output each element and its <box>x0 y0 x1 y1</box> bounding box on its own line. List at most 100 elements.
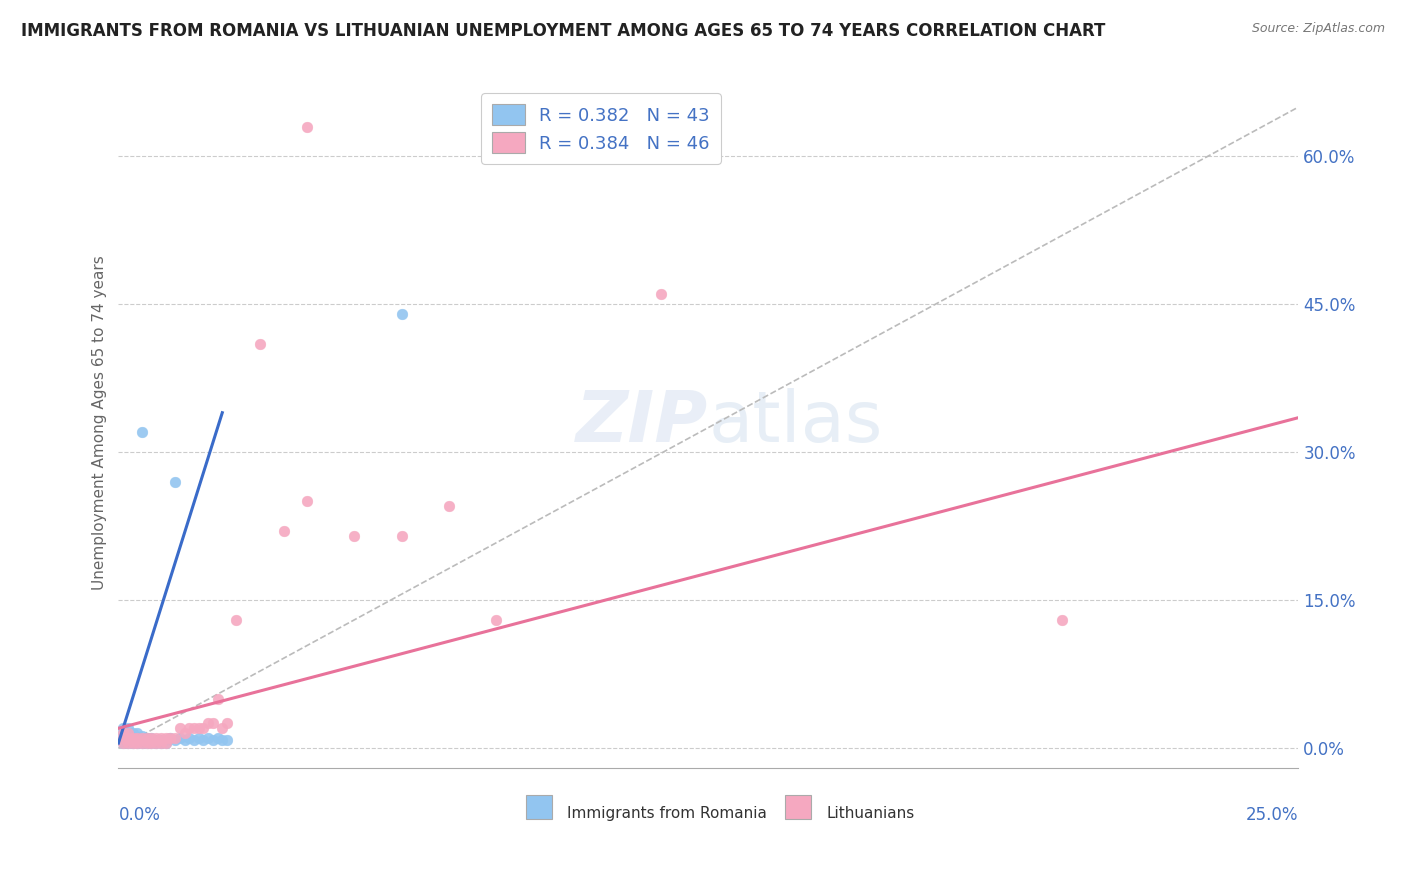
Point <box>197 716 219 731</box>
Point <box>437 500 460 514</box>
Point <box>201 733 224 747</box>
Text: 0.0%: 0.0% <box>118 805 160 823</box>
Point <box>121 736 143 750</box>
Point <box>127 726 149 740</box>
Point <box>149 731 172 745</box>
Point <box>131 736 153 750</box>
Point <box>273 524 295 538</box>
Point <box>121 736 143 750</box>
Point <box>117 736 139 750</box>
Point <box>135 736 157 750</box>
Point <box>207 691 229 706</box>
Point <box>183 733 205 747</box>
Point <box>155 736 177 750</box>
Point <box>225 613 247 627</box>
FancyBboxPatch shape <box>526 796 551 820</box>
Point <box>112 736 135 750</box>
Point <box>159 731 181 745</box>
Point <box>131 425 153 440</box>
Point <box>211 733 233 747</box>
Point <box>249 336 271 351</box>
Point <box>169 721 191 735</box>
Point <box>165 733 187 747</box>
Point <box>141 731 163 745</box>
Point <box>193 721 215 735</box>
Point <box>141 736 163 750</box>
Point <box>131 731 153 745</box>
Point <box>173 733 195 747</box>
Point <box>183 721 205 735</box>
Point <box>112 721 135 735</box>
Point <box>121 731 143 745</box>
Point <box>145 733 167 747</box>
Point <box>187 721 209 735</box>
Point <box>131 733 153 747</box>
Point <box>145 736 167 750</box>
Point <box>159 731 181 745</box>
Point <box>155 731 177 745</box>
Point <box>141 731 163 745</box>
Point <box>650 287 672 301</box>
FancyBboxPatch shape <box>785 796 811 820</box>
Point <box>121 726 143 740</box>
Point <box>173 726 195 740</box>
Point <box>127 736 149 750</box>
Point <box>145 731 167 745</box>
Text: ZIP: ZIP <box>576 388 709 457</box>
Y-axis label: Unemployment Among Ages 65 to 74 years: Unemployment Among Ages 65 to 74 years <box>93 255 107 590</box>
Point <box>131 736 153 750</box>
Point <box>135 731 157 745</box>
Point <box>121 731 143 745</box>
Point <box>165 475 187 489</box>
Point <box>297 120 319 134</box>
Point <box>179 731 201 745</box>
Point <box>135 736 157 750</box>
Point <box>141 736 163 750</box>
Point <box>135 731 157 745</box>
Point <box>193 733 215 747</box>
Point <box>112 726 135 740</box>
Point <box>187 731 209 745</box>
Text: Lithuanians: Lithuanians <box>827 805 915 821</box>
Point <box>117 731 139 745</box>
Point <box>155 733 177 747</box>
Point <box>145 736 167 750</box>
Point <box>207 731 229 745</box>
Point <box>1052 613 1074 627</box>
Text: 25.0%: 25.0% <box>1246 805 1299 823</box>
Point <box>197 731 219 745</box>
Point <box>155 736 177 750</box>
Point <box>297 494 319 508</box>
Point <box>117 726 139 740</box>
Point <box>127 731 149 745</box>
Point <box>112 736 135 750</box>
Text: Source: ZipAtlas.com: Source: ZipAtlas.com <box>1251 22 1385 36</box>
Point <box>112 731 135 745</box>
Text: IMMIGRANTS FROM ROMANIA VS LITHUANIAN UNEMPLOYMENT AMONG AGES 65 TO 74 YEARS COR: IMMIGRANTS FROM ROMANIA VS LITHUANIAN UN… <box>21 22 1105 40</box>
Point <box>391 529 413 543</box>
Point <box>343 529 366 543</box>
Point <box>391 307 413 321</box>
Legend: R = 0.382   N = 43, R = 0.384   N = 46: R = 0.382 N = 43, R = 0.384 N = 46 <box>481 94 721 164</box>
Point <box>127 731 149 745</box>
Point <box>117 736 139 750</box>
Point <box>149 733 172 747</box>
Point <box>215 716 238 731</box>
Point <box>211 721 233 735</box>
Point <box>179 721 201 735</box>
Point <box>117 721 139 735</box>
Text: Immigrants from Romania: Immigrants from Romania <box>567 805 766 821</box>
Point <box>117 731 139 745</box>
Point <box>112 726 135 740</box>
Point <box>149 736 172 750</box>
Point <box>215 733 238 747</box>
Text: atlas: atlas <box>709 388 883 457</box>
Point <box>169 731 191 745</box>
Point <box>127 736 149 750</box>
Point <box>165 731 187 745</box>
Point <box>117 726 139 740</box>
Point <box>149 736 172 750</box>
Point <box>485 613 508 627</box>
Point <box>112 731 135 745</box>
Point <box>131 729 153 743</box>
